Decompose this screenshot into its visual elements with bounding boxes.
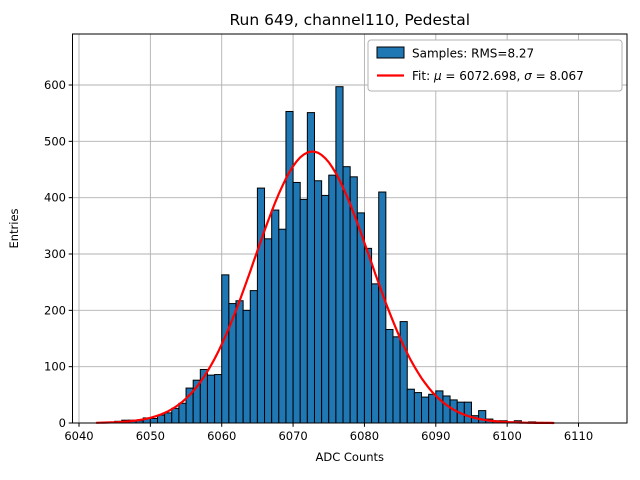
histogram-bar xyxy=(356,212,365,424)
histogram-bar xyxy=(235,300,244,424)
histogram-bar xyxy=(321,194,330,424)
histogram-bar xyxy=(285,110,294,424)
gaussian-fit-curve xyxy=(95,150,555,425)
y-tick-label: 200 xyxy=(44,303,66,317)
x-axis-label: ADC Counts xyxy=(315,450,384,464)
x-tick-label: 6110 xyxy=(564,429,593,443)
y-tick-label: 100 xyxy=(44,360,66,374)
chart-title: Run 649, channel110, Pedestal xyxy=(229,11,470,29)
legend-fit-label: Fit: μ = 6072.698, σ = 8.067 xyxy=(412,69,584,83)
histogram-bar xyxy=(164,412,173,424)
y-axis-label: Entries xyxy=(7,208,21,248)
x-tick-label: 6040 xyxy=(64,429,93,443)
x-tick-label: 6080 xyxy=(350,429,379,443)
y-tick-label: 400 xyxy=(44,191,66,205)
histogram-bar xyxy=(264,238,273,424)
histogram-bar xyxy=(256,187,266,424)
histogram-bar xyxy=(313,180,323,424)
histogram-bar xyxy=(385,328,394,424)
histogram-bar xyxy=(421,396,430,424)
histogram-bar xyxy=(306,112,315,424)
y-tick-label: 600 xyxy=(44,78,66,92)
legend: Samples: RMS=8.27 Fit: μ = 6072.698, σ =… xyxy=(367,39,623,92)
x-tick-labels: 6040 6050 6060 6070 6080 6090 6100 6110 xyxy=(64,429,593,443)
histogram-bar xyxy=(271,209,280,424)
plot-border xyxy=(72,33,628,424)
histogram-bar xyxy=(249,290,258,424)
histogram-bar xyxy=(221,274,230,424)
histogram-bar xyxy=(428,393,437,424)
histogram-bar xyxy=(413,392,423,424)
histogram-bar xyxy=(342,166,351,424)
histogram-bar xyxy=(392,336,401,424)
histogram-bar xyxy=(149,417,158,424)
histogram-bar xyxy=(463,401,472,424)
y-tick-label: 300 xyxy=(44,247,66,261)
x-tick-label: 6070 xyxy=(278,429,307,443)
histogram-bar xyxy=(442,395,451,424)
histogram-bar xyxy=(242,309,251,424)
y-tick-label: 0 xyxy=(59,416,66,430)
histogram-bar xyxy=(335,86,344,424)
histogram-bar xyxy=(363,247,373,424)
histogram-bar xyxy=(278,228,287,424)
histogram-bar xyxy=(328,174,337,424)
histogram-bar xyxy=(378,191,387,424)
histogram-bar xyxy=(214,374,223,424)
histogram-bar xyxy=(399,321,408,424)
x-tick-label: 6100 xyxy=(493,429,522,443)
x-tick-label: 6050 xyxy=(136,429,165,443)
axis-ticks xyxy=(68,84,580,427)
histogram-bar xyxy=(292,181,301,424)
x-tick-label: 6060 xyxy=(207,429,236,443)
legend-samples-label: Samples: RMS=8.27 xyxy=(412,47,534,61)
legend-samples-swatch xyxy=(376,46,405,59)
histogram-bar xyxy=(171,407,180,424)
y-tick-label: 500 xyxy=(44,134,66,148)
histogram-bar xyxy=(299,198,308,424)
x-tick-label: 6090 xyxy=(421,429,450,443)
histogram-bar xyxy=(178,402,187,424)
histogram-bar xyxy=(371,283,380,424)
histogram-bar xyxy=(478,410,487,424)
y-tick-labels: 0 100 200 300 400 500 600 xyxy=(44,78,66,430)
histogram-bar xyxy=(206,374,216,424)
legend-box xyxy=(367,39,623,92)
histogram-bar xyxy=(406,388,415,424)
